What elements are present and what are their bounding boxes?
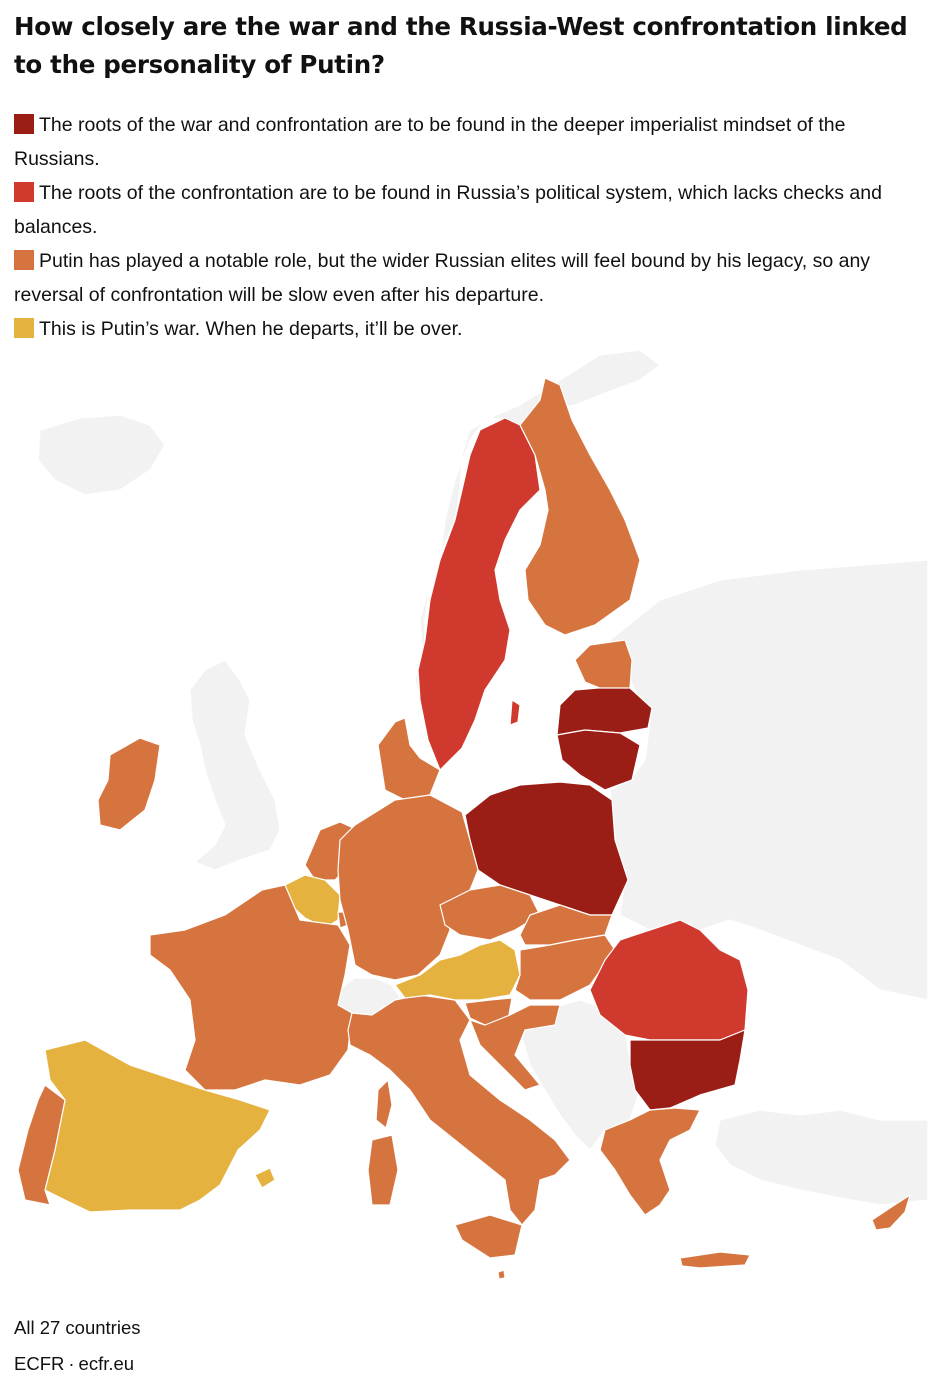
denmark (377, 717, 441, 801)
france (149, 884, 353, 1091)
legend-label: The roots of the confrontation are to be… (14, 182, 882, 238)
legend-label: This is Putin’s war. When he departs, it… (39, 318, 463, 340)
legend-swatch (14, 182, 34, 202)
croatia (469, 1004, 561, 1091)
legend-item-wider-elites: Putin has played a notable role, but the… (14, 244, 914, 312)
crete (679, 1251, 751, 1269)
cyprus (871, 1194, 911, 1231)
legend-label: The roots of the war and confrontation a… (14, 114, 846, 170)
source-org: ECFR (14, 1353, 65, 1374)
norway (414, 349, 661, 701)
germany (337, 794, 479, 981)
europe-map (17, 349, 928, 1280)
bulgaria (629, 1029, 746, 1111)
eu-member-states (17, 377, 911, 1280)
estonia (574, 639, 633, 691)
legend-label: Putin has played a notable role, but the… (14, 250, 871, 306)
italy (347, 994, 571, 1226)
greece (599, 1107, 701, 1216)
gotland (509, 699, 521, 726)
finland (519, 377, 641, 636)
sweden (417, 417, 541, 771)
sardinia (367, 1134, 399, 1206)
latvia (556, 687, 653, 736)
source-separator: · (68, 1353, 75, 1374)
legend-swatch (14, 250, 34, 270)
legend-swatch (14, 318, 34, 338)
turkey (714, 1109, 928, 1206)
non-member-land (37, 349, 928, 1206)
portugal (17, 1084, 66, 1206)
ireland (97, 737, 161, 831)
source-credit: ECFR · ecfr.eu (14, 1352, 134, 1376)
legend-item-political-system: The roots of the confrontation are to be… (14, 176, 914, 244)
hungary (514, 934, 616, 1001)
iceland (37, 414, 166, 496)
sicily (454, 1214, 523, 1259)
legend-item-putins-war: This is Putin’s war. When he departs, it… (14, 312, 914, 346)
malta (497, 1269, 506, 1280)
poland (464, 781, 629, 916)
romania (589, 919, 749, 1041)
great-britain (189, 659, 281, 871)
legend: The roots of the war and confrontation a… (14, 108, 914, 346)
legend-swatch (14, 114, 34, 134)
lithuania (556, 729, 641, 791)
balearic-islands (254, 1167, 276, 1189)
chart-title: How closely are the war and the Russia-W… (14, 12, 908, 79)
source-link[interactable]: ecfr.eu (78, 1353, 135, 1374)
legend-item-imperialist-mindset: The roots of the war and confrontation a… (14, 108, 914, 176)
subtitle: All 27 countries (14, 1317, 141, 1338)
austria (394, 939, 521, 1001)
corsica (375, 1079, 393, 1129)
